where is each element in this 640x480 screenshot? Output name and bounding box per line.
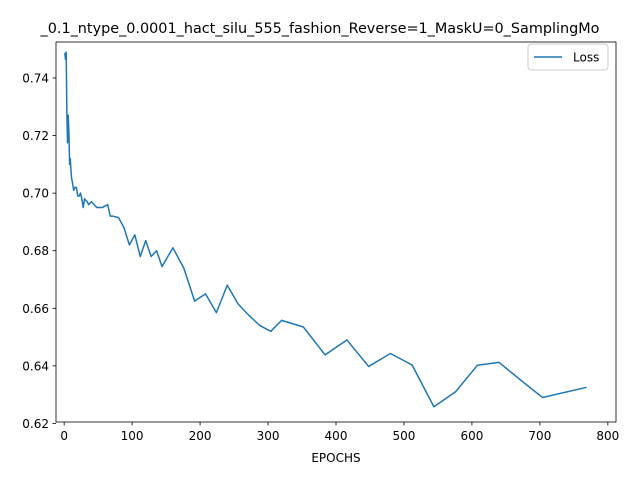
data-point	[79, 192, 82, 194]
series-line-loss	[64, 51, 587, 408]
data-point	[98, 206, 101, 209]
data-point	[90, 201, 92, 203]
x-tick-label: 100	[121, 429, 144, 443]
legend: Loss	[527, 43, 609, 71]
data-point	[270, 330, 272, 332]
x-tick-label: 500	[393, 429, 416, 443]
data-point	[71, 181, 73, 183]
y-tick-label: 0.68	[22, 244, 49, 258]
data-point	[65, 51, 67, 53]
y-tick-label: 0.72	[22, 129, 49, 143]
y-tick-label: 0.74	[22, 71, 49, 85]
data-point	[161, 265, 163, 268]
data-point	[101, 206, 103, 209]
data-point	[109, 215, 111, 217]
data-point	[66, 113, 68, 115]
data-point	[389, 352, 391, 355]
data-point	[69, 157, 71, 160]
data-point	[150, 255, 152, 258]
data-point	[302, 326, 304, 328]
data-point	[281, 319, 283, 321]
x-tick-label: 300	[257, 429, 280, 443]
data-point	[123, 227, 125, 229]
data-point	[104, 205, 106, 207]
data-point	[226, 284, 228, 286]
data-point	[542, 396, 544, 399]
x-tick-label: 0	[60, 429, 68, 443]
data-point	[68, 163, 71, 165]
x-axis-ticks: 0 100 200 300 400 500 600 700 800	[60, 422, 619, 443]
data-point	[324, 354, 326, 356]
data-point	[237, 303, 239, 305]
data-point	[183, 267, 185, 269]
data-point	[66, 142, 69, 144]
data-point	[71, 178, 73, 180]
x-tick-label: 800	[596, 429, 619, 443]
data-point	[107, 204, 109, 206]
data-point	[93, 204, 95, 206]
data-point	[215, 312, 217, 314]
data-point	[128, 244, 130, 246]
data-point	[77, 195, 79, 197]
data-point	[585, 386, 587, 389]
data-point	[75, 186, 77, 188]
data-point	[112, 215, 114, 217]
data-point	[78, 195, 80, 197]
x-tick-label: 200	[189, 429, 212, 443]
data-point	[73, 189, 75, 191]
y-tick-label: 0.62	[22, 417, 49, 431]
data-point	[96, 206, 98, 209]
data-point	[68, 132, 70, 134]
y-axis-ticks: 0.62 0.64 0.66 0.68 0.70 0.72 0.74	[22, 71, 56, 431]
data-point	[204, 293, 207, 295]
data-point	[433, 406, 435, 408]
data-point	[145, 240, 147, 242]
data-point	[67, 114, 69, 117]
data-point	[155, 250, 158, 252]
data-point	[172, 247, 174, 249]
data-point	[70, 169, 72, 171]
data-point	[455, 391, 457, 393]
y-tick-label: 0.64	[22, 359, 49, 373]
series-points-loss	[64, 51, 587, 408]
data-point	[64, 58, 67, 60]
data-point	[117, 217, 120, 219]
data-point	[74, 186, 76, 188]
data-point	[86, 201, 88, 203]
data-point	[248, 314, 250, 317]
legend-label-loss: Loss	[573, 51, 599, 65]
legend-box	[527, 43, 609, 71]
data-point	[411, 364, 413, 366]
data-point	[134, 234, 136, 236]
data-point	[520, 379, 522, 381]
chart-title: _0.1_ntype_0.0001_hact_silu_555_fashion_…	[40, 21, 600, 37]
data-point	[259, 324, 261, 327]
x-axis-title: EPOCHS	[311, 451, 360, 465]
data-point	[194, 300, 196, 302]
x-tick-label: 400	[325, 429, 348, 443]
data-point	[82, 206, 84, 209]
data-point	[368, 365, 370, 368]
data-point	[476, 364, 478, 366]
data-point	[139, 255, 141, 258]
data-point	[64, 52, 66, 55]
data-point	[88, 204, 90, 206]
y-tick-label: 0.70	[22, 187, 49, 201]
x-tick-label: 700	[528, 429, 551, 443]
y-tick-label: 0.66	[22, 302, 49, 316]
data-point	[83, 198, 86, 200]
data-point	[346, 339, 348, 341]
data-point	[498, 361, 500, 364]
plot-area-frame	[55, 41, 617, 423]
x-tick-label: 600	[460, 429, 483, 443]
data-point	[81, 198, 83, 200]
data-point	[85, 199, 87, 201]
